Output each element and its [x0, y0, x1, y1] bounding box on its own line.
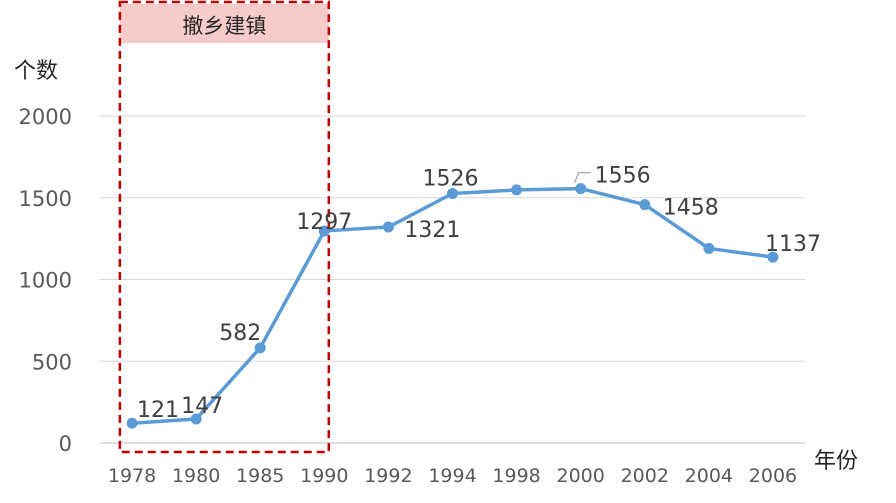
data-point	[767, 251, 779, 263]
y-axis-ticks: 0 500 1000 1500 2000	[19, 105, 72, 456]
data-label: 1526	[423, 166, 479, 191]
x-tick-label: 1978	[108, 465, 156, 487]
data-point	[703, 242, 715, 254]
x-tick-label: 1992	[364, 465, 412, 487]
data-labels: 121 147 582 1297 1321 1526 1556 1458 1137	[137, 164, 821, 424]
y-axis-title: 个数	[14, 59, 58, 84]
y-tick-label: 2000	[19, 105, 72, 129]
x-tick-label: 2006	[749, 465, 797, 487]
series-layer	[126, 183, 779, 429]
annotation-label: 撤乡建镇	[182, 14, 266, 38]
data-label: 1458	[663, 196, 719, 221]
y-tick-label: 1500	[19, 187, 72, 211]
y-tick-label: 1000	[19, 269, 72, 293]
data-label: 121	[137, 398, 179, 423]
data-point	[190, 413, 202, 425]
data-point	[254, 342, 266, 354]
x-tick-label: 2004	[685, 465, 733, 487]
data-label: 1297	[296, 210, 352, 235]
x-tick-label: 1990	[300, 465, 348, 487]
data-point	[639, 199, 651, 211]
x-tick-label: 1985	[236, 465, 284, 487]
y-tick-label: 500	[32, 350, 72, 374]
data-label: 582	[219, 321, 261, 346]
data-label-leader-line	[574, 171, 591, 183]
x-axis-title: 年份	[814, 449, 858, 474]
data-label: 1321	[404, 218, 460, 243]
data-point	[318, 225, 330, 237]
x-tick-label: 1994	[428, 465, 476, 487]
y-tick-label: 0	[59, 432, 72, 456]
x-tick-label: 1980	[172, 465, 220, 487]
data-point	[511, 184, 523, 196]
data-label: 147	[181, 394, 223, 419]
x-axis-ticks: 1978 1980 1985 1990 1992 1994 1998 2000 2002 2004…	[108, 465, 797, 487]
gridlines	[100, 115, 805, 444]
annotation-box: 撤乡建镇	[118, 0, 331, 454]
annotation-dashed-border	[118, 0, 331, 454]
x-tick-label: 2000	[557, 465, 605, 487]
x-tick-label: 1998	[492, 465, 540, 487]
data-point	[575, 183, 587, 195]
annotation-label-background	[119, 4, 329, 43]
data-label: 1137	[765, 232, 821, 257]
x-tick-label: 2002	[621, 465, 669, 487]
data-label: 1556	[595, 164, 651, 189]
data-point	[126, 417, 138, 429]
data-point	[382, 221, 394, 233]
data-point	[447, 187, 458, 199]
